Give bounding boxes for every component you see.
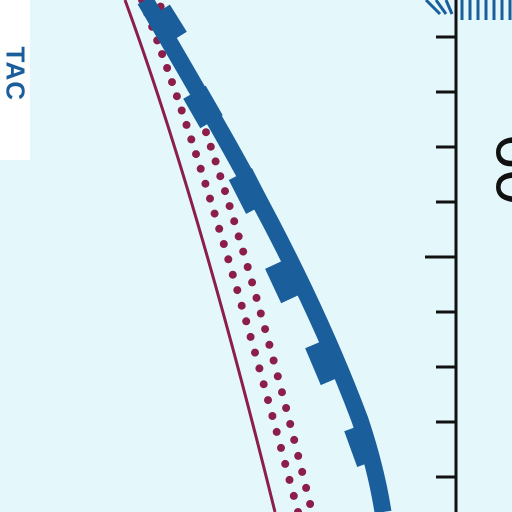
- boundary-notch: [344, 423, 380, 467]
- boundary-dot: [206, 142, 215, 151]
- boundary-dot: [285, 475, 294, 484]
- tac-label: TAC: [0, 46, 31, 102]
- tac-margin-strip: TAC: [0, 0, 31, 160]
- boundary-dot: [168, 78, 176, 87]
- boundary-dot: [163, 64, 172, 72]
- boundary-dot: [201, 179, 210, 188]
- boundary-dot: [210, 209, 219, 218]
- boundary-notches: [151, 4, 380, 467]
- boundary-dot: [278, 388, 286, 397]
- boundary-dot: [273, 372, 282, 381]
- boundary-dot: [248, 278, 257, 287]
- boundary-dot: [225, 202, 234, 211]
- boundary-dot: [268, 412, 277, 420]
- boundary-dot: [228, 270, 237, 279]
- boundary-dot: [196, 164, 205, 173]
- boundary-dot: [216, 172, 225, 181]
- boundary-dot: [187, 135, 196, 144]
- boundary-dot: [294, 451, 303, 460]
- boundary-dot: [306, 500, 315, 508]
- boundary-dot: [192, 150, 200, 159]
- latitude-scale: [424, 0, 512, 512]
- boundary-notch: [228, 168, 270, 214]
- boundary-dot: [286, 420, 295, 428]
- boundary-dot: [230, 217, 239, 226]
- top-hatch-marks: [424, 0, 512, 20]
- boundary-dot: [265, 340, 274, 349]
- boundary-dot: [264, 396, 272, 405]
- boundary-dot: [289, 491, 298, 500]
- boundary-dot: [290, 435, 299, 444]
- boundary-dot: [221, 187, 229, 196]
- boundary-dot: [294, 508, 302, 512]
- boundary-dot: [242, 317, 251, 326]
- boundary-dot: [302, 483, 311, 492]
- boundary-dot: [259, 380, 268, 389]
- boundary-notch: [183, 85, 223, 129]
- boundary-dot: [261, 325, 270, 334]
- boundary-dot: [158, 50, 167, 59]
- boundary-dot: [215, 224, 224, 233]
- scale-ticks: [425, 35, 456, 479]
- boundary-dot: [172, 92, 181, 101]
- boundary-dot: [239, 247, 248, 256]
- boundary-line: [137, 0, 392, 512]
- boundary-dot: [255, 364, 264, 373]
- boundary-dot: [237, 301, 246, 310]
- boundary-dot: [202, 128, 210, 137]
- boundary-dot: [269, 356, 278, 365]
- boundary-notch: [305, 338, 343, 386]
- boundary-notch: [265, 258, 303, 304]
- boundary-dot: [177, 106, 186, 115]
- boundary-dot: [233, 286, 242, 295]
- boundary-dot: [298, 467, 307, 476]
- boundary-dot: [251, 348, 259, 357]
- boundary-dot: [282, 404, 291, 412]
- boundary-dot: [256, 309, 265, 318]
- boundary-dot: [219, 240, 228, 248]
- boundary-dot: [252, 293, 261, 302]
- route-line: [123, 0, 277, 512]
- boundary-dot: [246, 332, 255, 341]
- boundary-dot: [277, 443, 285, 452]
- latitude-label: 60°: [482, 133, 512, 231]
- boundary-dot: [211, 157, 220, 166]
- boundary-dot: [234, 232, 243, 241]
- boundary-dot: [206, 194, 214, 203]
- boundary-dot: [243, 263, 252, 271]
- boundary-notch: [151, 4, 187, 44]
- boundary-dot: [182, 120, 191, 129]
- boundary-dot: [224, 255, 233, 264]
- boundary-dot: [281, 459, 290, 468]
- boundary-dot: [272, 427, 281, 436]
